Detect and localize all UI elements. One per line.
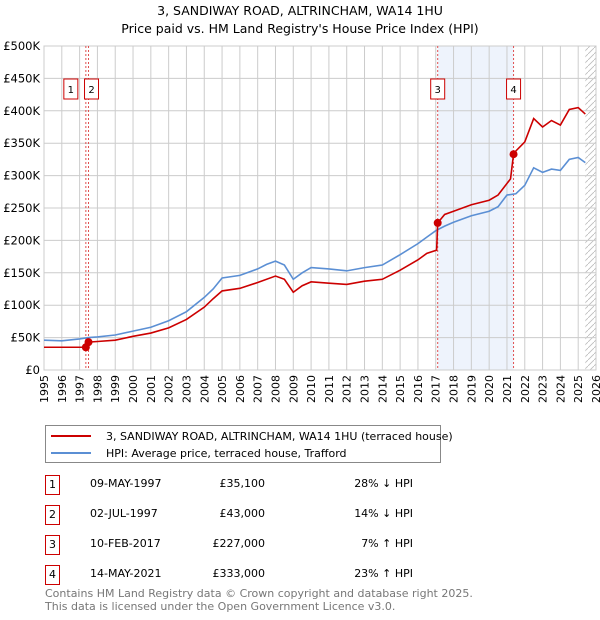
x-tick-label: 2002 — [163, 375, 176, 403]
price-chart: 1995 1996 1997 1998 1999 2000 2001 2002 2003 2004… — [3, 39, 600, 403]
transaction-date: 02-JUL-1997 — [90, 507, 158, 520]
y-tick-label: £500K — [3, 39, 40, 53]
transaction-row: 2 02-JUL-1997 £43,000 14% ↓ HPI — [45, 505, 445, 525]
x-tick-label: 2000 — [127, 375, 140, 403]
legend-item-hpi: HPI: Average price, terraced house, Traf… — [46, 445, 347, 461]
sale-point — [509, 150, 518, 159]
copyright-text: Contains HM Land Registry data © Crown c… — [45, 587, 473, 600]
x-tick-label: 2022 — [519, 375, 532, 403]
transaction-row: 1 09-MAY-1997 £35,100 28% ↓ HPI — [45, 475, 445, 495]
transaction-date: 14-MAY-2021 — [90, 567, 162, 580]
sale-label-box — [84, 78, 100, 100]
y-tick-label: £450K — [3, 71, 40, 85]
chart-subtitle: Price paid vs. HM Land Registry's House … — [121, 21, 479, 36]
y-tick-label: £300K — [3, 169, 40, 183]
sale-point — [433, 218, 442, 227]
legend-line-blue — [51, 452, 91, 454]
transaction-price: £43,000 — [219, 507, 266, 520]
x-tick-label: 2025 — [572, 375, 585, 403]
x-tick-label: 2015 — [394, 375, 407, 403]
transaction-hpi-diff: 14% ↓ HPI — [354, 507, 413, 520]
x-tick-label: 2004 — [198, 375, 211, 403]
x-tick-label: 2003 — [180, 375, 193, 403]
legend-item-property: 3, SANDIWAY ROAD, ALTRINCHAM, WA14 1HU (… — [46, 428, 453, 444]
sale-label-box — [430, 78, 446, 100]
y-tick-label: £200K — [3, 233, 40, 247]
x-tick-label: 2010 — [305, 375, 318, 403]
transaction-date: 09-MAY-1997 — [90, 477, 162, 490]
legend-line-red — [51, 435, 91, 437]
y-tick-label: £50K — [11, 331, 41, 345]
chart-title: 3, SANDIWAY ROAD, ALTRINCHAM, WA14 1HU — [157, 3, 443, 18]
sale-label-box — [506, 78, 522, 100]
legend-label: HPI: Average price, terraced house, Traf… — [106, 446, 347, 460]
sale-label: 1 — [68, 85, 74, 96]
x-tick-label: 2006 — [234, 375, 247, 403]
x-tick-label: 2008 — [269, 375, 282, 403]
x-tick-label: 2019 — [465, 375, 478, 403]
x-tick-label: 2017 — [430, 375, 443, 403]
x-tick-label: 2016 — [412, 375, 425, 403]
y-tick-label: £0 — [25, 363, 40, 377]
licence-text: This data is licensed under the Open Gov… — [45, 600, 396, 613]
x-tick-label: 2007 — [252, 375, 265, 403]
x-tick-label: 2023 — [537, 375, 550, 403]
plot-border — [43, 45, 597, 371]
transaction-price: £35,100 — [219, 477, 266, 490]
transaction-hpi-diff: 7% ↑ HPI — [361, 537, 413, 550]
sale-label: 3 — [435, 85, 441, 96]
y-tick-label: £250K — [3, 201, 40, 215]
y-tick-label: £350K — [3, 136, 40, 150]
x-tick-label: 2026 — [590, 375, 600, 403]
x-tick-label: 2001 — [145, 375, 158, 403]
transaction-number: 1 — [45, 475, 60, 495]
x-tick-label: 2009 — [287, 375, 300, 403]
transaction-hpi-diff: 23% ↑ HPI — [354, 567, 413, 580]
sale-label: 2 — [88, 85, 94, 96]
transaction-row: 4 14-MAY-2021 £333,000 23% ↑ HPI — [45, 565, 445, 585]
x-tick-label: 1996 — [56, 375, 69, 403]
x-tick-label: 2012 — [341, 375, 354, 403]
transaction-number: 3 — [45, 535, 60, 555]
footer: Contains HM Land Registry data © Crown c… — [45, 587, 473, 613]
x-tick-label: 2021 — [501, 375, 514, 403]
x-tick-label: 2014 — [376, 375, 389, 403]
transaction-row: 3 10-FEB-2017 £227,000 7% ↑ HPI — [45, 535, 445, 555]
x-tick-label: 1999 — [109, 375, 122, 403]
sale-label-box — [63, 78, 79, 100]
x-tick-label: 2024 — [554, 375, 567, 403]
x-tick-label: 2011 — [323, 375, 336, 403]
transaction-price: £333,000 — [212, 567, 266, 580]
y-tick-label: £150K — [3, 266, 40, 280]
x-tick-label: 2013 — [359, 375, 372, 403]
transaction-price: £227,000 — [212, 537, 266, 550]
x-tick-label: 1998 — [91, 375, 104, 403]
transaction-hpi-diff: 28% ↓ HPI — [354, 477, 413, 490]
sale-label: 4 — [510, 85, 516, 96]
x-tick-label: 2005 — [216, 375, 229, 403]
legend-label: 3, SANDIWAY ROAD, ALTRINCHAM, WA14 1HU (… — [106, 429, 453, 443]
hpi-line — [43, 156, 586, 342]
sale-point — [84, 338, 93, 347]
x-tick-label: 2020 — [483, 375, 496, 403]
transaction-date: 10-FEB-2017 — [90, 537, 161, 550]
x-tick-label: 1997 — [74, 375, 87, 403]
y-tick-label: £100K — [3, 298, 40, 312]
x-tick-label: 2018 — [448, 375, 461, 403]
transaction-number: 4 — [45, 565, 60, 585]
transaction-number: 2 — [45, 505, 60, 525]
y-tick-label: £400K — [3, 104, 40, 118]
legend: 3, SANDIWAY ROAD, ALTRINCHAM, WA14 1HU (… — [45, 425, 453, 463]
x-tick-label: 1995 — [38, 375, 51, 403]
property-price-line — [44, 106, 586, 349]
